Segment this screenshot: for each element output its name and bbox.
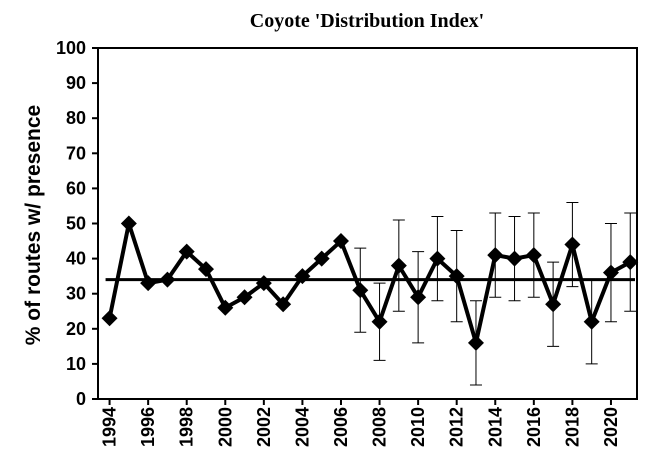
- data-point: [352, 282, 369, 299]
- data-point: [101, 310, 118, 327]
- data-point: [275, 296, 292, 313]
- data-point: [583, 313, 600, 330]
- y-tick-label: 100: [56, 38, 86, 58]
- x-tick-label: 2008: [370, 407, 390, 447]
- data-point: [506, 250, 523, 267]
- data-point: [294, 268, 311, 285]
- x-tick-label: 1998: [177, 407, 197, 447]
- data-point: [429, 250, 446, 267]
- data-point: [487, 247, 504, 264]
- y-tick-label: 0: [76, 389, 86, 409]
- data-point: [525, 247, 542, 264]
- data-point: [236, 289, 253, 306]
- data-point: [602, 264, 619, 281]
- data-point: [217, 299, 234, 316]
- data-point: [564, 236, 581, 253]
- y-axis-label: % of routes w/ presence: [22, 105, 45, 345]
- y-tick-label: 90: [66, 73, 86, 93]
- data-point: [410, 289, 427, 306]
- x-tick-label: 2020: [601, 407, 621, 447]
- x-tick-label: 1994: [100, 407, 120, 447]
- data-point: [371, 313, 388, 330]
- data-point: [255, 275, 272, 292]
- data-point: [545, 296, 562, 313]
- x-tick-label: 2014: [485, 407, 505, 447]
- x-tick-label: 2004: [292, 407, 312, 447]
- x-tick-label: 1996: [138, 407, 158, 447]
- data-point: [332, 233, 349, 250]
- y-tick-label: 70: [66, 143, 86, 163]
- x-tick-label: 2016: [524, 407, 544, 447]
- data-point: [178, 243, 195, 260]
- x-tick-label: 2012: [447, 407, 467, 447]
- x-tick-label: 2000: [215, 407, 235, 447]
- data-point: [120, 215, 137, 232]
- data-point: [448, 268, 465, 285]
- data-point: [313, 250, 330, 267]
- y-tick-label: 40: [66, 249, 86, 269]
- x-tick-label: 2006: [331, 407, 351, 447]
- data-point: [159, 271, 176, 288]
- series-line: [107, 221, 632, 345]
- y-tick-label: 80: [66, 108, 86, 128]
- x-tick-label: 2010: [408, 407, 428, 447]
- y-tick-label: 30: [66, 284, 86, 304]
- y-tick-label: 20: [66, 319, 86, 339]
- data-point: [197, 261, 214, 278]
- y-tick-label: 60: [66, 178, 86, 198]
- x-tick-label: 2018: [562, 407, 582, 447]
- y-tick-label: 10: [66, 354, 86, 374]
- data-point: [390, 257, 407, 274]
- data-point: [467, 334, 484, 351]
- chart-title: Coyote 'Distribution Index': [250, 10, 484, 32]
- data-point: [622, 254, 639, 271]
- y-tick-label: 50: [66, 214, 86, 234]
- data-point: [140, 275, 157, 292]
- x-tick-label: 2002: [254, 407, 274, 447]
